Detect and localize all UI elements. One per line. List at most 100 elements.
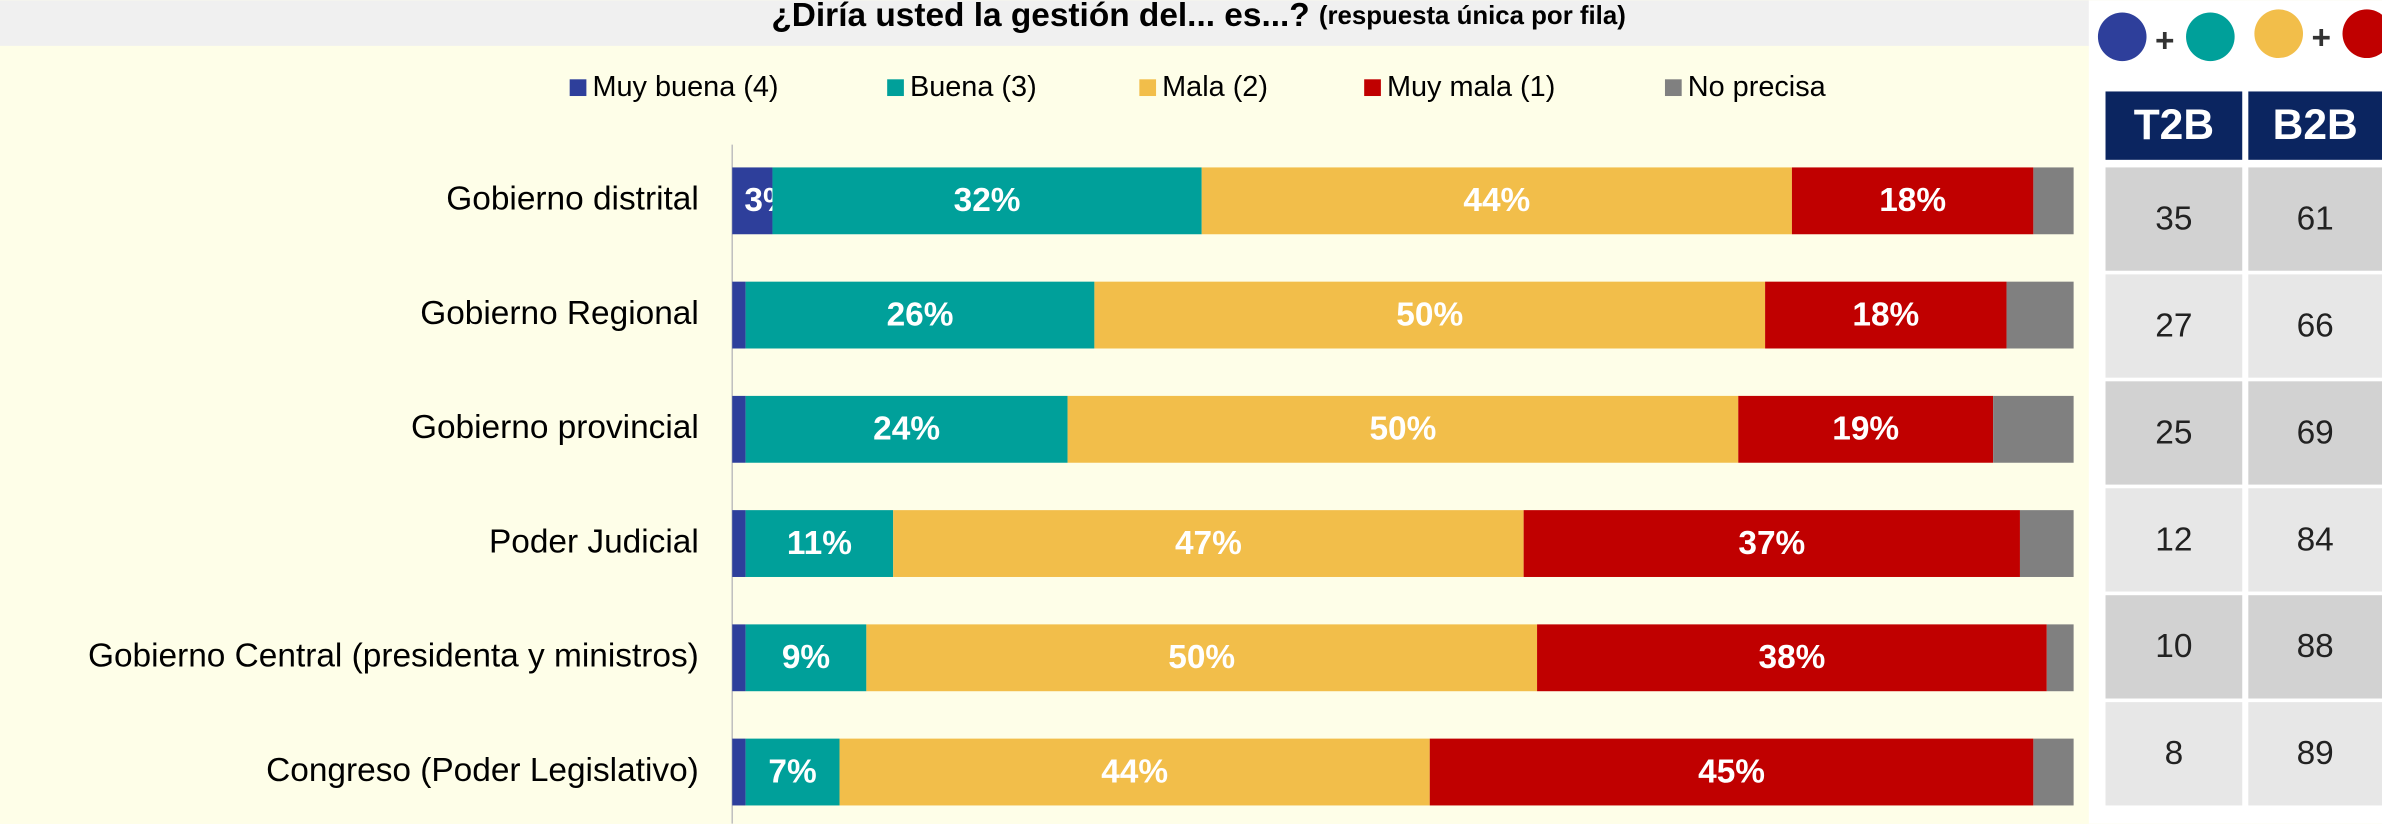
table-value: 12 [2155,521,2192,558]
table-value: 84 [2297,521,2334,558]
table-value: 89 [2297,735,2334,772]
bar-segment [2033,167,2074,235]
table-header-cell [2248,91,2382,160]
table-cell [2248,381,2382,485]
data-label: 44% [1101,753,1168,790]
bar-segment [2033,738,2074,806]
bar-segment [2046,624,2074,692]
legend-label: Mala (2) [1162,71,1268,103]
bar-segment [1094,281,1766,349]
bar-segment [732,167,773,235]
table-value: 27 [2155,307,2192,344]
legend-swatch [569,79,587,97]
data-label: 47% [1175,525,1242,562]
table-header: T2B [2134,101,2214,149]
bar-segment [1791,167,2034,235]
bar-segment [839,738,1430,806]
legend-swatch [1364,79,1381,97]
table-header-cell [2105,91,2243,160]
table-value: 35 [2155,200,2192,237]
legend-label: Muy buena (4) [592,71,778,103]
bar-segment [732,510,746,577]
table-cell [2248,488,2382,592]
table-value: 61 [2297,200,2334,237]
bar-segment [732,395,746,463]
data-label: 18% [1879,182,1946,219]
category-label: Poder Judicial [489,523,699,560]
table-cell [2105,167,2243,271]
bar-segment [745,510,894,577]
table-cell [2105,381,2243,485]
table-cell [2248,167,2382,271]
table-cell [2105,488,2243,592]
table-cell [2248,274,2382,378]
data-label: 7% [768,753,816,790]
bar-segment [1537,624,2047,692]
data-label: 50% [1168,639,1235,676]
data-label: 44% [1463,182,1530,219]
bar-segment [2019,510,2074,577]
table-cell [2105,595,2243,699]
chart-title: ¿Diría usted la gestión del... es...? (re… [771,0,1625,34]
table-cell [2105,274,2243,378]
table-value: 25 [2155,414,2192,451]
table-header: B2B [2273,101,2358,149]
bar-segment [745,624,867,692]
category-label: Gobierno Regional [420,295,699,332]
bar-segment [866,624,1538,692]
legend-swatch [1664,79,1682,97]
data-label: 45% [1698,753,1765,790]
t2b-icon: + [2097,12,2235,62]
bar-segment [1993,395,2074,463]
category-label: Congreso (Poder Legislativo) [266,752,699,789]
legend-label: Muy mala (1) [1387,71,1555,103]
bar-segment [1067,395,1739,463]
bar-segment [1201,167,1792,235]
table-value: 8 [2165,735,2184,772]
bar-segment [772,167,1202,235]
bar-segment [745,738,840,806]
table-value: 10 [2155,628,2192,665]
data-label: 9% [782,639,830,676]
legend-swatch [887,79,904,97]
bar-segment [745,395,1068,463]
bar-segment [1429,738,2034,806]
chart-subtitle: (respuesta única por fila) [1319,2,1626,30]
data-label: 32% [954,182,1021,219]
data-label: 19% [1832,411,1899,448]
svg-text:+: + [2155,23,2175,60]
category-label: Gobierno Central (presidenta y ministros… [88,638,699,675]
table-cell [2105,702,2243,806]
data-label: 26% [887,296,954,333]
legend-label: No precisa [1688,71,1827,103]
data-label: 11% [787,525,852,562]
svg-text:+: + [2311,20,2331,57]
bar-segment [1765,281,2007,349]
category-label: Gobierno distrital [446,181,699,218]
bar-segment [745,281,1095,349]
bar-segment [732,281,746,349]
data-label: 24% [873,411,940,448]
legend-swatch [1139,79,1157,97]
data-label: 37% [1738,525,1805,562]
data-label: 50% [1369,411,1436,448]
title-main: ¿Diría usted la gestión del... es...? [771,0,1309,34]
table-value: 66 [2297,307,2334,344]
title-band [0,0,2382,46]
bar-segment [1738,395,1994,463]
table-value: 88 [2297,628,2334,665]
data-label: 50% [1396,296,1463,333]
table-cell [2248,595,2382,699]
category-label: Gobierno provincial [411,409,699,446]
legend-label: Buena (3) [910,71,1037,103]
bar-segment [732,738,746,806]
bar-segment [2006,281,2074,349]
bar-segment [893,510,1524,577]
bar-segment [1523,510,2020,577]
table-value: 69 [2297,414,2334,451]
data-label: 38% [1758,639,1825,676]
bar-segment [732,624,746,692]
b2b-icon: + [2254,9,2382,59]
table-cell [2248,702,2382,806]
